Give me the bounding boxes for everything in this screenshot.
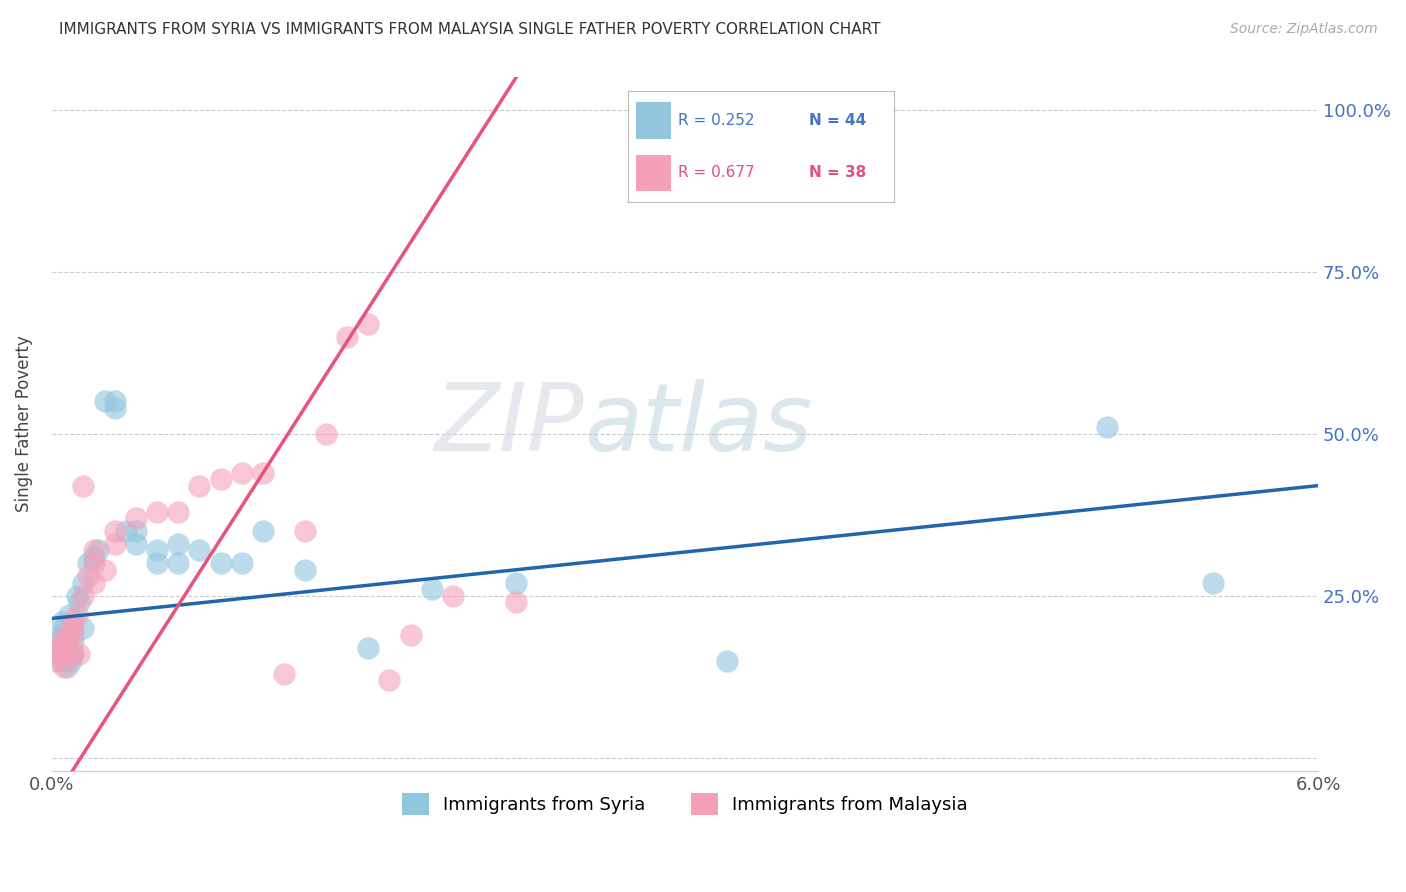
Point bbox=[55, 660, 77, 674]
Point bbox=[93, 563, 115, 577]
Point bbox=[231, 466, 253, 480]
Point bbox=[209, 472, 232, 486]
Point bbox=[76, 557, 98, 571]
Point bbox=[46, 634, 69, 648]
Point bbox=[273, 666, 295, 681]
Point bbox=[62, 615, 84, 629]
Point bbox=[72, 575, 94, 590]
Point bbox=[76, 569, 98, 583]
Point bbox=[441, 589, 464, 603]
Text: ZIP: ZIP bbox=[434, 378, 583, 469]
Point bbox=[83, 543, 105, 558]
Point bbox=[58, 608, 80, 623]
Point bbox=[357, 317, 380, 331]
Point bbox=[252, 466, 274, 480]
Point bbox=[72, 478, 94, 492]
Point bbox=[55, 634, 77, 648]
Point bbox=[315, 426, 337, 441]
Point bbox=[505, 595, 527, 609]
Point bbox=[505, 575, 527, 590]
Point bbox=[51, 615, 73, 629]
Point bbox=[83, 575, 105, 590]
Point bbox=[49, 647, 72, 661]
Text: atlas: atlas bbox=[583, 378, 811, 469]
Point bbox=[87, 543, 110, 558]
Point bbox=[58, 640, 80, 655]
Point bbox=[72, 621, 94, 635]
Point bbox=[72, 589, 94, 603]
Text: IMMIGRANTS FROM SYRIA VS IMMIGRANTS FROM MALAYSIA SINGLE FATHER POVERTY CORRELAT: IMMIGRANTS FROM SYRIA VS IMMIGRANTS FROM… bbox=[59, 22, 880, 37]
Point bbox=[45, 654, 67, 668]
Point bbox=[1201, 575, 1223, 590]
Point bbox=[62, 647, 84, 661]
Point bbox=[83, 557, 105, 571]
Point bbox=[146, 557, 169, 571]
Point bbox=[357, 640, 380, 655]
Point bbox=[252, 524, 274, 538]
Point bbox=[125, 511, 148, 525]
Point bbox=[167, 504, 190, 518]
Point bbox=[188, 478, 211, 492]
Point bbox=[336, 329, 359, 343]
Point bbox=[188, 543, 211, 558]
Point bbox=[53, 621, 76, 635]
Point bbox=[49, 627, 72, 641]
Point bbox=[66, 608, 89, 623]
Point bbox=[716, 654, 738, 668]
Point bbox=[67, 647, 90, 661]
Point bbox=[209, 557, 232, 571]
Point bbox=[104, 524, 127, 538]
Point bbox=[399, 627, 422, 641]
Point bbox=[62, 627, 84, 641]
Point bbox=[53, 640, 76, 655]
Point bbox=[58, 627, 80, 641]
Point bbox=[114, 524, 136, 538]
Point bbox=[83, 549, 105, 564]
Y-axis label: Single Father Poverty: Single Father Poverty bbox=[15, 335, 32, 512]
Point bbox=[67, 595, 90, 609]
Point bbox=[46, 640, 69, 655]
Legend: Immigrants from Syria, Immigrants from Malaysia: Immigrants from Syria, Immigrants from M… bbox=[392, 784, 977, 824]
Point bbox=[59, 621, 82, 635]
Point bbox=[62, 647, 84, 661]
Point bbox=[53, 660, 76, 674]
Point bbox=[49, 647, 72, 661]
Point bbox=[420, 582, 443, 597]
Point bbox=[51, 654, 73, 668]
Point bbox=[294, 524, 316, 538]
Point bbox=[294, 563, 316, 577]
Point bbox=[104, 394, 127, 409]
Point bbox=[104, 537, 127, 551]
Point bbox=[125, 537, 148, 551]
Text: Source: ZipAtlas.com: Source: ZipAtlas.com bbox=[1230, 22, 1378, 37]
Point bbox=[46, 640, 69, 655]
Point bbox=[93, 394, 115, 409]
Point bbox=[125, 524, 148, 538]
Point bbox=[146, 543, 169, 558]
Point bbox=[66, 589, 89, 603]
Point bbox=[378, 673, 401, 687]
Point bbox=[231, 557, 253, 571]
Point bbox=[1095, 420, 1118, 434]
Point bbox=[104, 401, 127, 415]
Point bbox=[146, 504, 169, 518]
Point bbox=[62, 621, 84, 635]
Point bbox=[55, 627, 77, 641]
Point bbox=[51, 634, 73, 648]
Point bbox=[167, 537, 190, 551]
Point bbox=[59, 654, 82, 668]
Point bbox=[167, 557, 190, 571]
Point bbox=[62, 634, 84, 648]
